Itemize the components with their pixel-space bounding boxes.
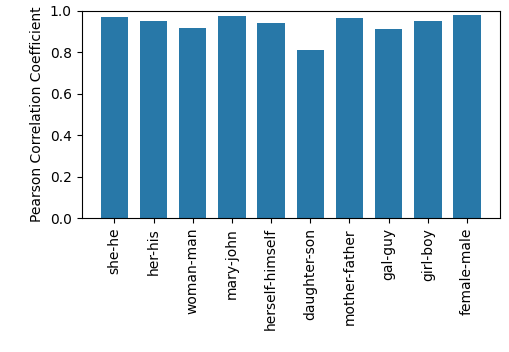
Bar [335, 18, 362, 218]
Bar [413, 21, 441, 218]
Bar [453, 15, 480, 218]
Bar [139, 21, 167, 218]
Bar [374, 29, 402, 218]
Bar [179, 28, 206, 218]
Y-axis label: Pearson Correlation Coefficient: Pearson Correlation Coefficient [30, 7, 44, 222]
Bar [100, 17, 128, 218]
Bar [257, 23, 284, 218]
Bar [218, 17, 245, 218]
Bar [296, 50, 323, 218]
